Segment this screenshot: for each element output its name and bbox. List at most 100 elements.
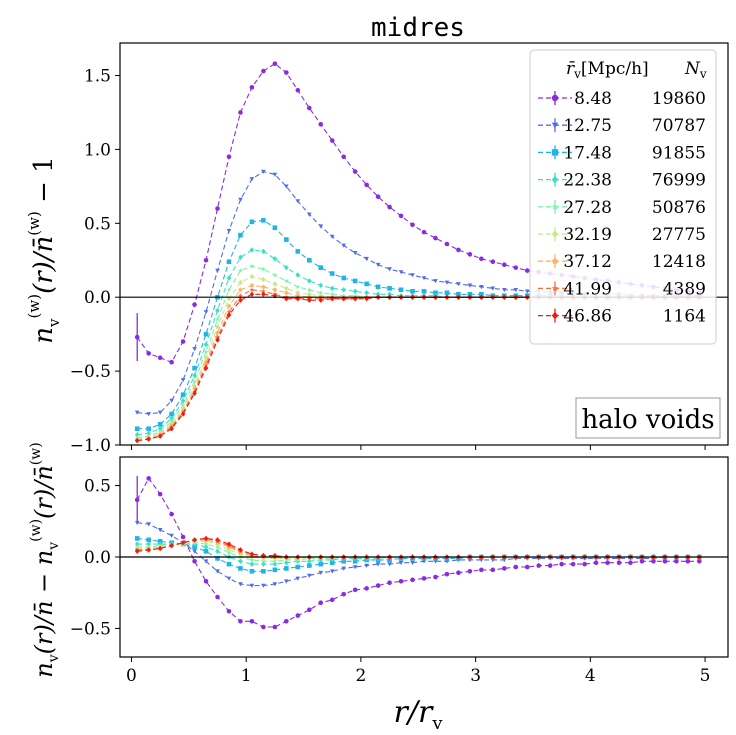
top-point — [295, 295, 301, 302]
top-point — [238, 232, 243, 238]
top-point — [410, 273, 415, 278]
legend-count: 91855 — [652, 143, 706, 163]
halo-voids-badge: halo voids — [575, 397, 721, 439]
bottom-point — [272, 582, 278, 587]
top-point — [329, 138, 335, 143]
top-point — [249, 177, 255, 182]
top-point — [410, 222, 415, 228]
top-point — [352, 295, 358, 302]
bottom-point — [169, 542, 174, 549]
legend-radius: 32.19 — [563, 225, 612, 245]
top-point — [444, 290, 450, 296]
legend-marker — [552, 258, 558, 264]
bottom-point — [662, 558, 668, 564]
top-point — [329, 295, 335, 302]
top-point — [261, 248, 266, 255]
top-point — [249, 263, 255, 269]
top-series-line — [136, 63, 700, 363]
legend-entry-17.48: 17.48 91855 — [538, 143, 706, 163]
top-point — [169, 411, 174, 417]
top-point — [146, 412, 151, 417]
top-point — [203, 310, 209, 315]
bottom-point — [238, 582, 243, 587]
bottom-point — [329, 569, 335, 574]
xlabel: r/rv — [394, 695, 444, 734]
xtick-label: 3 — [470, 666, 481, 686]
top-point — [524, 268, 530, 273]
top-point — [318, 282, 324, 289]
top-point — [238, 279, 243, 286]
top-point — [203, 362, 209, 368]
top-point — [295, 249, 301, 254]
top-point — [157, 355, 163, 361]
bottom-point — [364, 586, 369, 591]
top-point — [513, 288, 519, 293]
top-point — [260, 288, 266, 294]
top-point — [249, 283, 255, 288]
top-point — [180, 378, 186, 383]
top-point — [307, 278, 312, 284]
bottom-point — [146, 476, 151, 481]
bottom-point — [284, 566, 289, 571]
top-point — [203, 257, 209, 263]
bottom-point — [238, 547, 243, 553]
legend-radius: 37.12 — [563, 252, 612, 272]
bottom-point — [180, 540, 186, 546]
top-point — [295, 272, 301, 278]
top-point — [134, 410, 140, 415]
top-point — [249, 247, 255, 253]
top-ytick-label: 1.0 — [84, 140, 111, 160]
top-point — [272, 287, 278, 292]
top-point — [341, 295, 346, 302]
top-point — [134, 334, 140, 340]
top-point — [364, 295, 369, 302]
bottom-point — [215, 594, 220, 600]
top-point — [226, 312, 232, 318]
bottom-point — [272, 624, 278, 630]
bottom-point — [295, 564, 301, 570]
top-point — [238, 287, 243, 292]
bottom-series-8.48 — [134, 475, 702, 630]
legend-radius: 8.48 — [574, 89, 612, 109]
top-point — [272, 293, 278, 299]
bottom-point — [651, 558, 656, 564]
bottom-point — [203, 535, 209, 542]
bottom-point — [467, 568, 473, 574]
top-point — [295, 293, 300, 298]
bottom-point — [375, 583, 381, 588]
bottom-point — [410, 560, 415, 565]
top-point — [295, 87, 301, 93]
top-point — [318, 224, 324, 229]
top-point — [433, 235, 438, 241]
bottom-point — [134, 520, 140, 525]
halo-voids-box — [575, 397, 721, 439]
top-point — [421, 288, 427, 294]
top-point — [215, 334, 220, 340]
top-point — [398, 287, 404, 293]
top-point — [329, 291, 335, 297]
top-point — [284, 70, 289, 75]
bottom-ylabel: nv(r)/n̄ − nv(w)(r)/n̄(w) — [28, 442, 62, 677]
top-point — [272, 61, 278, 66]
bottom-point — [261, 583, 266, 588]
legend-entry-27.28: 27.28 50876 — [538, 198, 706, 218]
legend-count: 70787 — [652, 116, 706, 136]
top-point — [456, 282, 461, 287]
top-point — [307, 212, 312, 217]
bottom-point — [295, 558, 301, 564]
legend-frame — [529, 49, 717, 345]
top-point — [146, 436, 151, 442]
top-point — [306, 105, 312, 111]
top-point — [467, 283, 473, 288]
top-point — [146, 426, 151, 432]
bottom-point — [318, 557, 324, 563]
bottom-plot-frame — [119, 456, 729, 658]
top-point — [352, 278, 358, 284]
bottom-point — [249, 618, 255, 624]
top-point — [180, 392, 186, 398]
legend-entry-41.99: 41.99 4389 — [538, 279, 706, 299]
top-point — [329, 234, 335, 239]
legend-marker — [551, 94, 559, 102]
top-axes: −1.0 −0.5 0.0 0.5 1.0 1.5 — [70, 67, 728, 456]
bottom-point — [157, 491, 163, 497]
